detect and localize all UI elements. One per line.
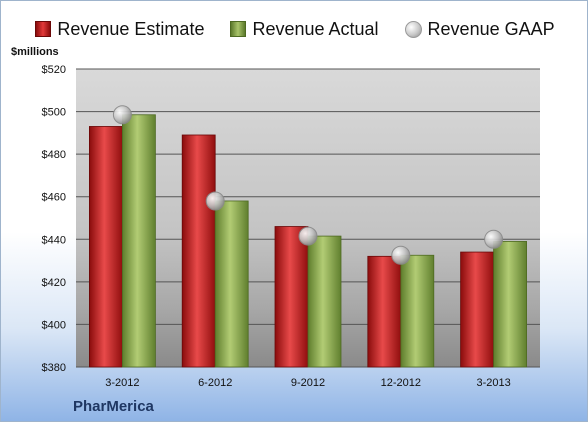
legend-item-estimate: Revenue Estimate: [35, 19, 204, 40]
y-axis-unit-label: $millions: [11, 46, 59, 58]
y-tick-label: $520: [42, 64, 66, 76]
y-tick-label: $420: [42, 277, 66, 289]
legend: Revenue Estimate Revenue Actual Revenue …: [1, 15, 587, 43]
legend-swatch-gaap: [404, 20, 422, 38]
bar-revenue-estimate: [89, 126, 123, 368]
marker-revenue-gaap: [298, 226, 318, 246]
legend-item-actual: Revenue Actual: [230, 18, 379, 40]
x-tick-label: 3-2013: [476, 377, 510, 389]
bar-revenue-estimate: [460, 251, 495, 368]
y-tick-label: $400: [42, 319, 66, 331]
bar-revenue-estimate: [181, 134, 216, 368]
bar-revenue-actual: [307, 235, 342, 368]
gaap-markers: [112, 105, 504, 265]
x-axis-ticks: 3-2012 6-2012 9-2012 12-2012 3-2013: [105, 377, 510, 389]
y-tick-label: $460: [42, 192, 66, 204]
marker-revenue-gaap: [391, 245, 411, 265]
legend-label-actual: Revenue Actual: [252, 18, 379, 39]
y-axis-ticks: $380 $400 $420 $440 $460 $480 $500 $520: [42, 64, 66, 374]
y-tick-label: $480: [42, 149, 66, 161]
marker-revenue-gaap: [112, 105, 132, 125]
bar-revenue-actual: [400, 254, 435, 368]
x-tick-label: 9-2012: [291, 377, 325, 389]
legend-label-estimate: Revenue Estimate: [57, 18, 205, 39]
legend-swatch-actual: [230, 21, 247, 37]
marker-revenue-gaap: [205, 191, 225, 211]
y-tick-label: $500: [42, 107, 66, 119]
marker-revenue-gaap: [484, 229, 504, 249]
legend-item-gaap: Revenue GAAP: [404, 18, 555, 40]
bar-revenue-actual: [493, 241, 528, 368]
bar-revenue-estimate: [367, 255, 402, 368]
bar-revenue-estimate: [274, 226, 309, 368]
company-name: PharMerica: [73, 398, 154, 415]
x-tick-label: 12-2012: [381, 377, 421, 389]
y-tick-label: $440: [42, 234, 66, 246]
bar-group: [89, 114, 528, 368]
y-tick-label: $380: [42, 362, 66, 374]
x-tick-label: 3-2012: [105, 377, 139, 389]
bar-revenue-actual: [214, 200, 249, 368]
legend-swatch-estimate: [35, 21, 52, 37]
bar-revenue-actual: [122, 114, 156, 368]
legend-label-gaap: Revenue GAAP: [427, 18, 555, 39]
x-tick-label: 6-2012: [198, 377, 232, 389]
